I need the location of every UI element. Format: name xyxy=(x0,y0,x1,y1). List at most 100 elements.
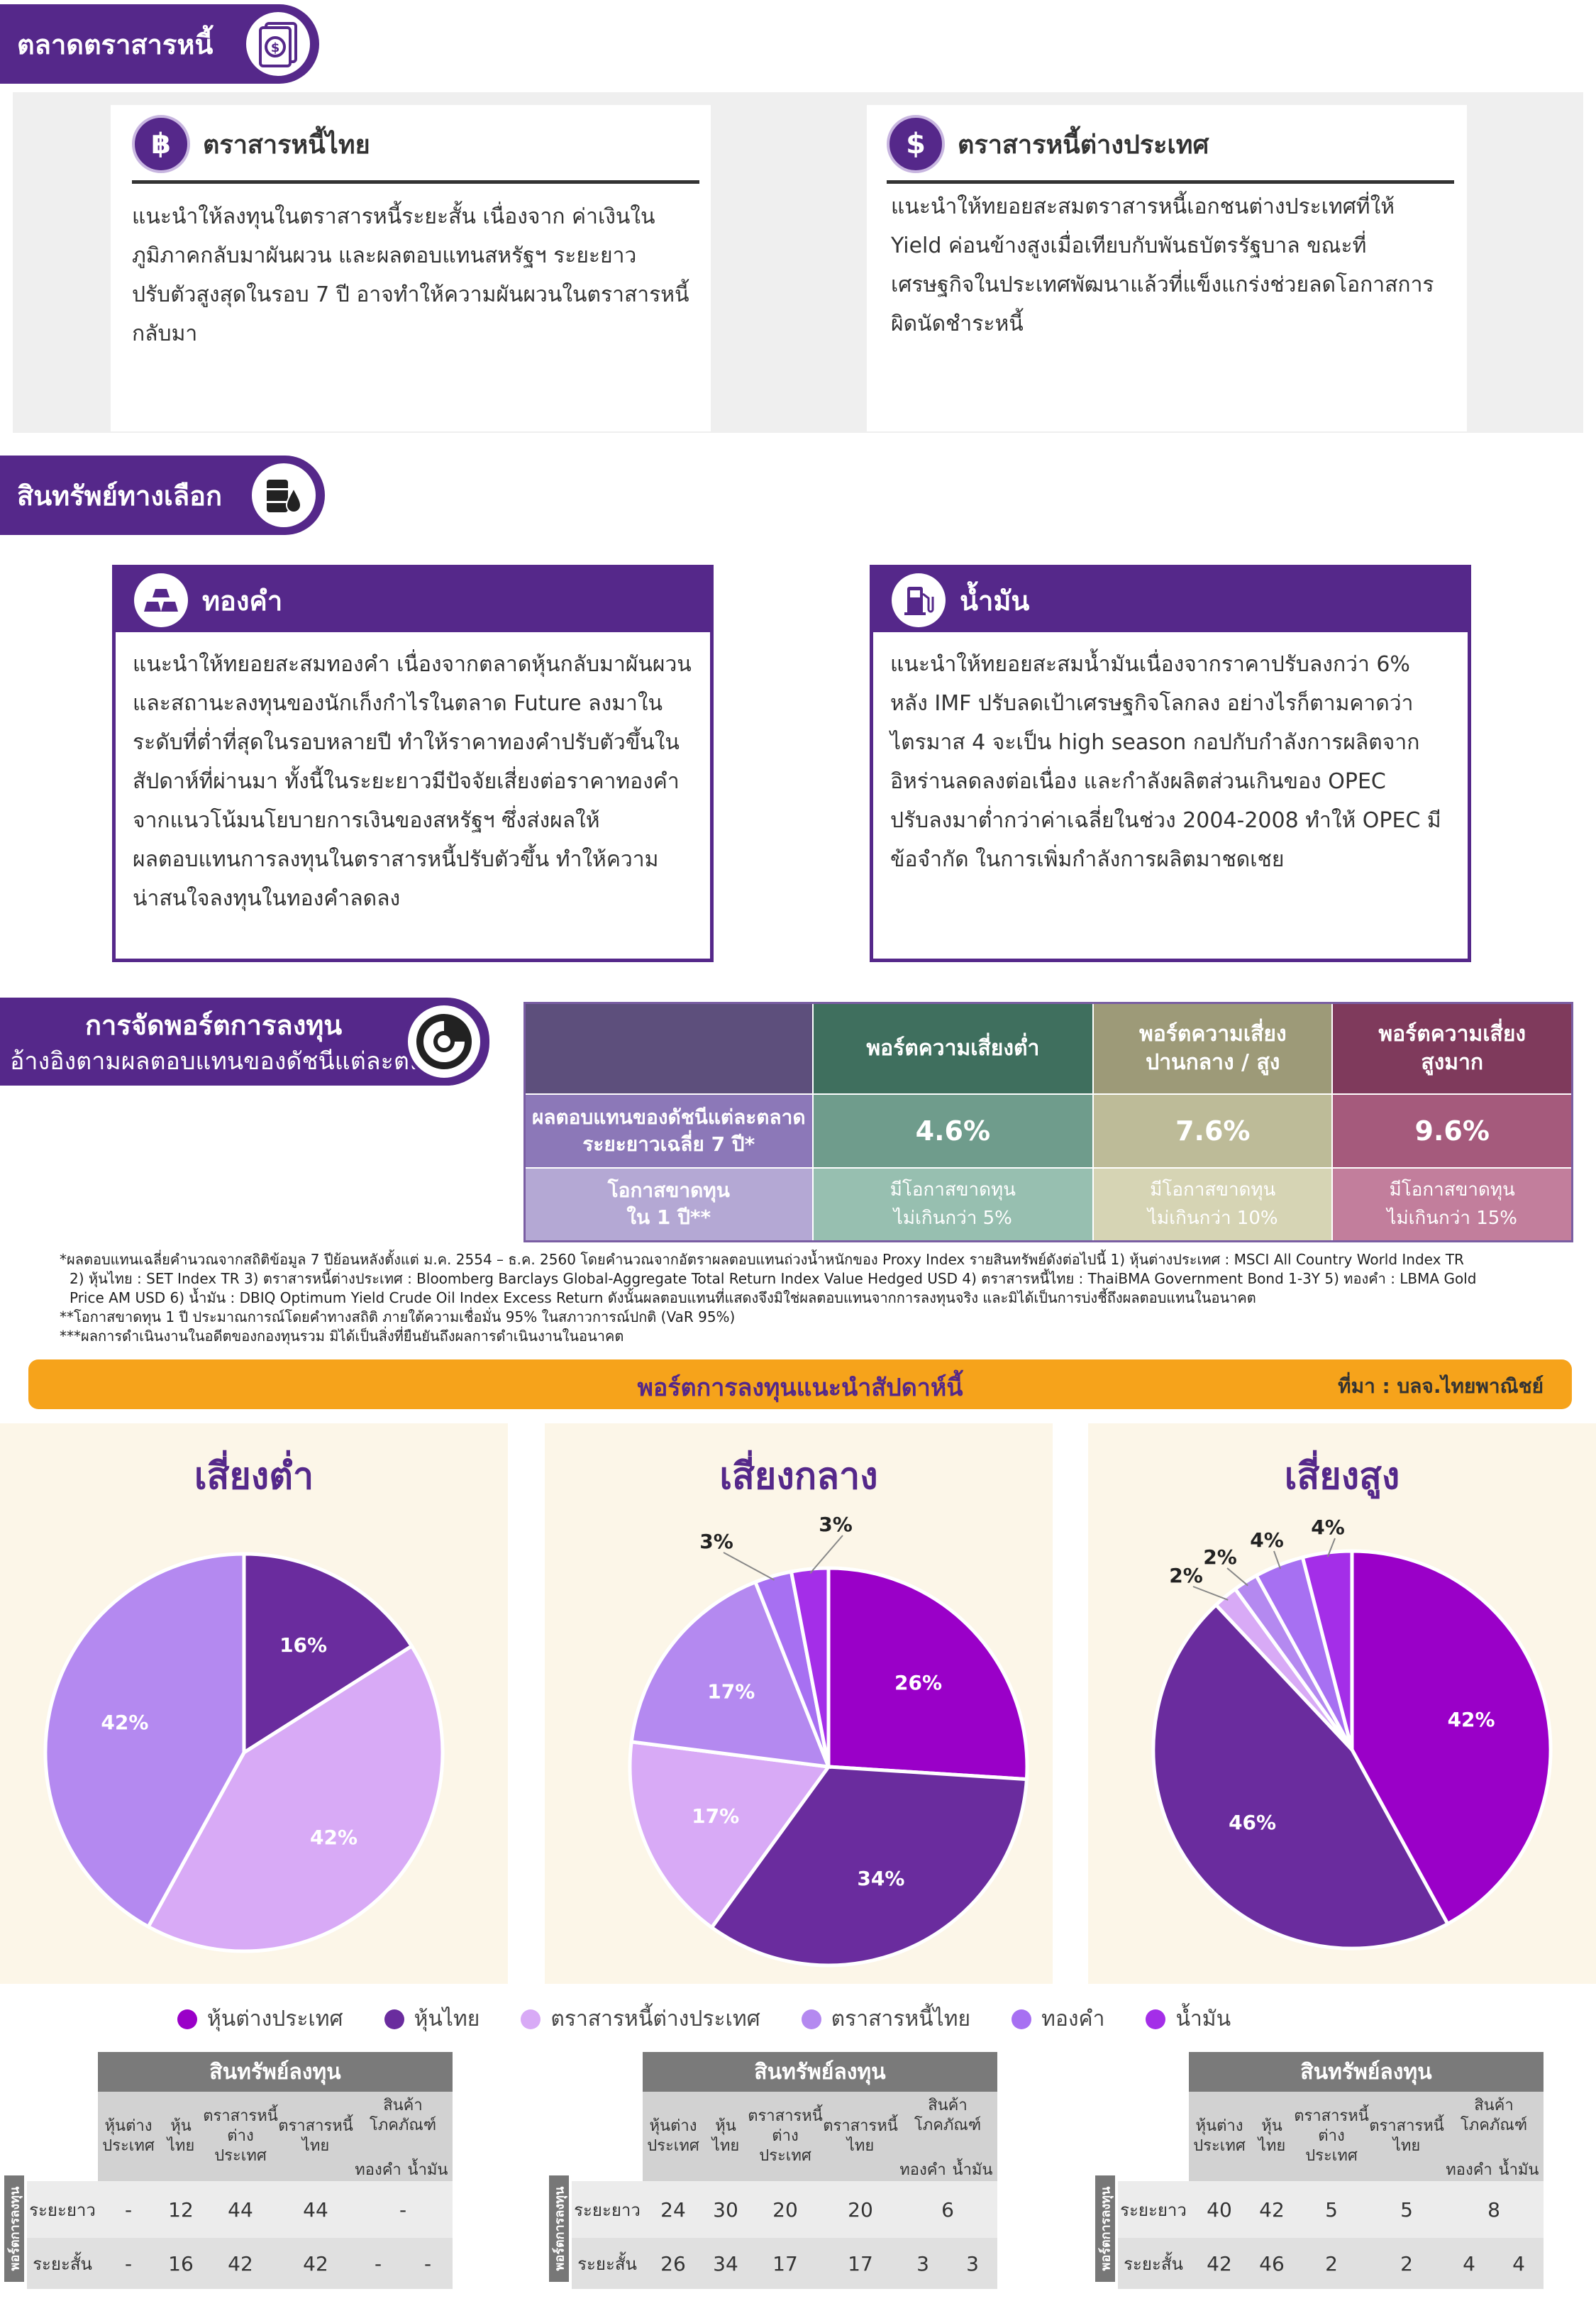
legend-swatch xyxy=(384,2009,404,2029)
asset-cell: - xyxy=(98,2238,159,2289)
pie-data-label: 4% xyxy=(1250,1528,1284,1552)
asset-cell: 3 xyxy=(898,2238,948,2289)
loss-mid: มีโอกาสขาดทุน ไม่เกินกว่า 10% xyxy=(1092,1166,1334,1242)
asset-cell: 4 xyxy=(1494,2238,1544,2289)
pie-leader-line xyxy=(809,1535,843,1574)
row-label-short: ระยะสั้น xyxy=(572,2238,643,2289)
asset-col-header: สินค้า โภคภัณฑ์ xyxy=(898,2092,997,2160)
asset-col-header: หุ้นต่าง ประเทศ xyxy=(98,2092,159,2181)
asset-cell: 46 xyxy=(1250,2238,1294,2289)
asset-sub-header: น้ำมัน xyxy=(948,2160,997,2181)
row-label-long: ระยะยาว xyxy=(572,2181,643,2238)
asset-col-header: ตราสารหนี้ ต่างประเทศ xyxy=(748,2092,823,2181)
asset-col-header: สินค้า โภคภัณฑ์ xyxy=(353,2092,453,2160)
asset-cell: 42 xyxy=(1189,2238,1250,2289)
pie-slice xyxy=(242,1552,414,1756)
oil-text: แนะนำให้ทยอยสะสมน้ำมันเนื่องจากราคาปรับล… xyxy=(890,652,1441,872)
gold-title: ทองคำ xyxy=(202,585,283,617)
thai-bond-card xyxy=(111,105,711,431)
row-label-short: ระยะสั้น xyxy=(27,2238,98,2289)
pie-slice xyxy=(145,1643,445,1953)
asset-cell: 20 xyxy=(823,2181,898,2238)
asset-col-header: หุ้นต่าง ประเทศ xyxy=(1189,2092,1250,2181)
asset-allocation-table: สินทรัพย์ลงทุน หุ้นต่าง ประเทศ หุ้นไทย ตราส… xyxy=(572,2052,997,2289)
pie-data-label: 3% xyxy=(819,1513,853,1536)
asset-sub-header: ทองคำ xyxy=(353,2160,403,2181)
return-high: 9.6% xyxy=(1331,1093,1573,1169)
pie-gauge-icon xyxy=(404,1002,484,1081)
asset-header: สินทรัพย์ลงทุน xyxy=(1189,2052,1544,2092)
asset-cell: 26 xyxy=(643,2238,704,2289)
pie-slice xyxy=(43,1552,246,1929)
asset-cell: 17 xyxy=(748,2238,823,2289)
pie-data-label: 17% xyxy=(707,1680,755,1704)
dollar-coin-icon: $ xyxy=(887,115,945,173)
fuel-pump-icon xyxy=(892,573,946,627)
allocation-title-2: อ้างอิงตามผลตอบแทนของดัชนีแต่ละตลาด xyxy=(10,1047,453,1076)
portfolio-side-label: พอร์ตการลงทุน xyxy=(1095,2175,1115,2282)
legend-swatch xyxy=(1146,2009,1166,2029)
thai-bond-title: ตราสารหนี้ไทย xyxy=(203,130,370,160)
asset-cell: - xyxy=(98,2181,159,2238)
pie-data-label: 3% xyxy=(699,1530,733,1553)
pie-data-label: 34% xyxy=(857,1867,904,1890)
asset-cell: 2 xyxy=(1294,2238,1369,2289)
asset-header: สินทรัพย์ลงทุน xyxy=(643,2052,997,2092)
pie-data-label: 17% xyxy=(692,1804,739,1828)
gold-heading: ทองคำ xyxy=(116,568,710,632)
gold-text: แนะนำให้ทยอยสะสมทองคำ เนื่องจากตลาดหุ้นก… xyxy=(133,652,692,911)
asset-cell: 12 xyxy=(159,2181,203,2238)
section-ribbon-bond-market: ตลาดตราสารหนี้ $ xyxy=(0,4,319,84)
asset-col-header: ตราสารหนี้ ต่างประเทศ xyxy=(203,2092,278,2181)
asset-cell: 42 xyxy=(278,2238,353,2289)
asset-cell: 44 xyxy=(278,2181,353,2238)
pie-data-label: 4% xyxy=(1311,1516,1345,1539)
pie-slice xyxy=(628,1740,832,1930)
oil-barrel-drop-icon xyxy=(248,460,319,531)
asset-allocation-table: สินทรัพย์ลงทุน หุ้นต่าง ประเทศ หุ้นไทย ตราส… xyxy=(1118,2052,1544,2289)
portfolio-side-label: พอร์ตการลงทุน xyxy=(549,2175,569,2282)
asset-sub-header: ทองคำ xyxy=(1444,2160,1494,2181)
legend-item: น้ำมัน xyxy=(1146,2002,1231,2036)
pie-leader-line xyxy=(1326,1538,1336,1557)
footnote: **โอกาสขาดทุน 1 ปี ประมาณการณ์โดยคำทางสถ… xyxy=(60,1308,736,1325)
asset-cell: 34 xyxy=(704,2238,748,2289)
footnote: *ผลตอบแทนเฉลี่ยคำนวณจากสถิติข้อมูล 7 ปีย… xyxy=(60,1251,1464,1268)
oil-heading: น้ำมัน xyxy=(873,568,1468,632)
foreign-bond-text: แนะนำให้ทยอยสะสมตราสารหนี้เอกชนต่างประเท… xyxy=(891,194,1434,336)
loss-high: มีโอกาสขาดทุน ไม่เกินกว่า 15% xyxy=(1331,1166,1573,1242)
portfolio-risk-table: พอร์ตความเสี่ยงต่ำ พอร์ตความเสี่ยง ปานกล… xyxy=(523,1002,1573,1242)
pie-leader-line xyxy=(723,1552,775,1581)
pie-slice xyxy=(789,1566,831,1767)
pie-leader-line xyxy=(1226,1567,1248,1587)
pie-leader-line xyxy=(1192,1586,1229,1601)
pie-leader-line xyxy=(1273,1550,1282,1569)
section-ribbon-alternative: สินทรัพย์ทางเลือก xyxy=(0,456,325,535)
return-mid: 7.6% xyxy=(1092,1093,1334,1169)
banner-source: ที่มา : บลจ.ไทยพาณิชย์ xyxy=(1338,1374,1544,1398)
header-mid-risk: พอร์ตความเสี่ยง ปานกลาง / สูง xyxy=(1092,1002,1334,1095)
legend-item: ตราสารหนี้ไทย xyxy=(801,2002,970,2036)
asset-cell: - xyxy=(353,2238,403,2289)
asset-cell: 16 xyxy=(159,2238,203,2289)
pie-legend: หุ้นต่างประเทศ หุ้นไทย ตราสารหนี้ต่างประ… xyxy=(177,2002,1272,2036)
asset-cell: 3 xyxy=(948,2238,997,2289)
section-title: สินทรัพย์ทางเลือก xyxy=(17,480,222,512)
svg-text:$: $ xyxy=(271,40,280,55)
asset-cell: 42 xyxy=(203,2238,278,2289)
thai-bond-rule xyxy=(132,180,699,184)
pie-data-label: 2% xyxy=(1169,1564,1203,1587)
legend-item: หุ้นไทย xyxy=(384,2002,480,2036)
allocation-title-1: การจัดพอร์ตการลงทุน xyxy=(85,1010,343,1041)
return-low: 4.6% xyxy=(811,1093,1095,1169)
pie-data-label: 46% xyxy=(1229,1811,1276,1834)
asset-cell: 30 xyxy=(704,2181,748,2238)
pie-title-mid: เสี่ยงกลาง xyxy=(719,1455,878,1498)
foreign-bond-heading: $ ตราสารหนี้ต่างประเทศ xyxy=(887,115,1209,173)
pie-slice xyxy=(709,1765,1029,1968)
legend-item: หุ้นต่างประเทศ xyxy=(177,2002,343,2036)
asset-cell: - xyxy=(353,2181,453,2238)
pie-title-high: เสี่ยงสูง xyxy=(1284,1455,1400,1498)
asset-col-header: หุ้นไทย xyxy=(159,2092,203,2181)
